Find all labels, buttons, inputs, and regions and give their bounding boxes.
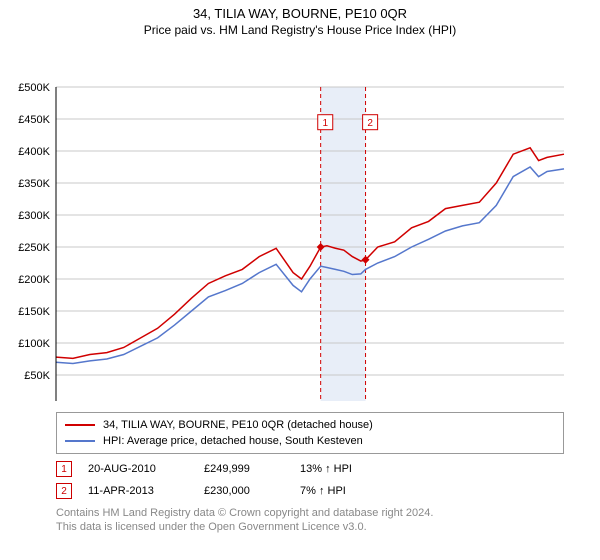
marker-table: 1 20-AUG-2010 £249,999 13% ↑ HPI 2 11-AP…: [56, 458, 564, 502]
legend-swatch-address: [65, 424, 95, 426]
legend: 34, TILIA WAY, BOURNE, PE10 0QR (detache…: [56, 412, 564, 454]
marker-row-1: 1 20-AUG-2010 £249,999 13% ↑ HPI: [56, 458, 564, 480]
marker-price-2: £230,000: [204, 485, 284, 497]
marker-date-1: 20-AUG-2010: [88, 463, 188, 475]
series-line-address: [56, 148, 564, 359]
ytick-label: £300K: [18, 210, 50, 222]
marker-row-2: 2 11-APR-2013 £230,000 7% ↑ HPI: [56, 480, 564, 502]
legend-swatch-hpi: [65, 440, 95, 442]
ytick-label: £250K: [18, 242, 50, 254]
marker-date-2: 11-APR-2013: [88, 485, 188, 497]
highlight-band: [321, 87, 366, 401]
marker-box-label: 1: [322, 118, 328, 129]
marker-box-2: 2: [56, 483, 72, 499]
attribution: Contains HM Land Registry data © Crown c…: [56, 506, 564, 534]
attribution-line1: Contains HM Land Registry data © Crown c…: [56, 506, 564, 520]
legend-row-address: 34, TILIA WAY, BOURNE, PE10 0QR (detache…: [65, 417, 555, 433]
ytick-label: £400K: [18, 146, 50, 158]
chart-subtitle: Price paid vs. HM Land Registry's House …: [0, 21, 600, 41]
marker-price-1: £249,999: [204, 463, 284, 475]
legend-label-address: 34, TILIA WAY, BOURNE, PE10 0QR (detache…: [103, 417, 373, 433]
ytick-label: £450K: [18, 114, 50, 126]
ytick-label: £200K: [18, 274, 50, 286]
ytick-label: £500K: [18, 82, 50, 94]
ytick-label: £50K: [24, 370, 50, 382]
marker-box-1: 1: [56, 461, 72, 477]
attribution-line2: This data is licensed under the Open Gov…: [56, 520, 564, 534]
ytick-label: £350K: [18, 178, 50, 190]
legend-row-hpi: HPI: Average price, detached house, Sout…: [65, 433, 555, 449]
marker-hpi-1: 13% ↑ HPI: [300, 463, 380, 475]
marker-hpi-2: 7% ↑ HPI: [300, 485, 380, 497]
plot-area: £0£50K£100K£150K£200K£250K£300K£350K£400…: [0, 41, 600, 401]
ytick-label: £150K: [18, 306, 50, 318]
marker-box-label: 2: [367, 118, 373, 129]
ytick-label: £100K: [18, 338, 50, 350]
legend-label-hpi: HPI: Average price, detached house, Sout…: [103, 433, 363, 449]
chart-title: 34, TILIA WAY, BOURNE, PE10 0QR: [0, 0, 600, 21]
